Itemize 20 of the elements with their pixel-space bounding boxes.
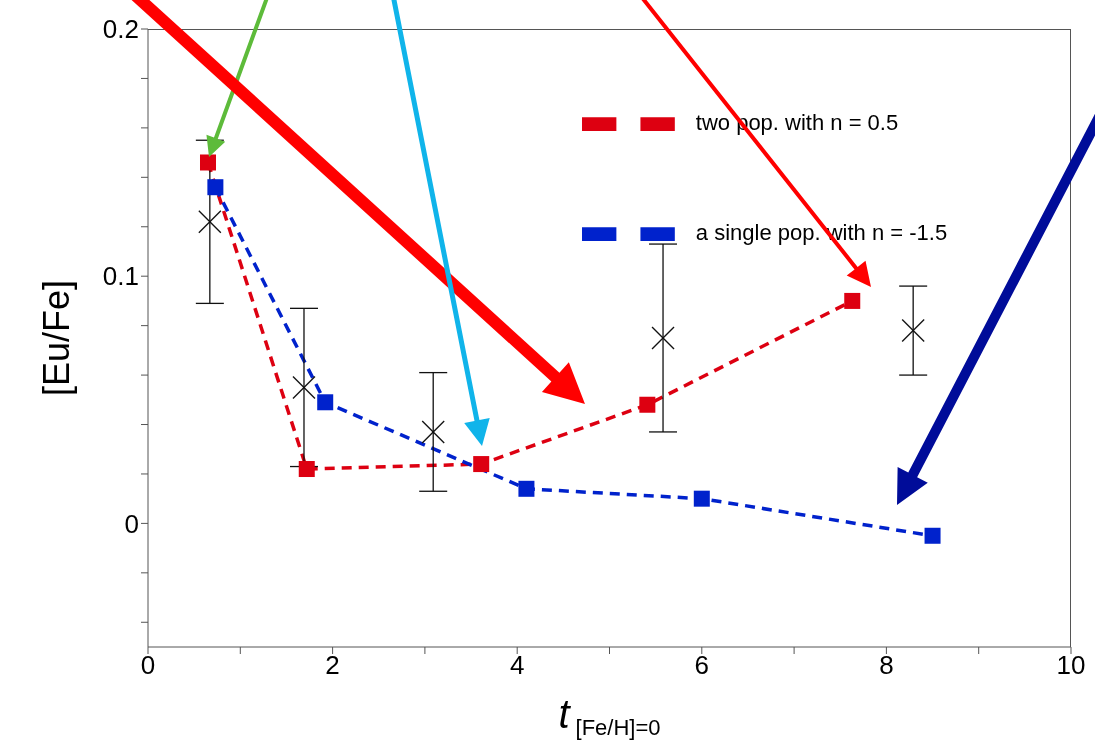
point (639, 396, 656, 413)
point (693, 490, 710, 507)
x-tick-label: 6 (694, 650, 710, 681)
x-tick-label: 10 (1056, 650, 1086, 681)
point (844, 292, 861, 309)
point (518, 480, 535, 497)
point (200, 154, 216, 171)
x-tick-label: 2 (325, 650, 340, 681)
y-tick-label: 0.2 (102, 14, 139, 45)
x-tick-label: 4 (509, 650, 525, 681)
x-axis-title: t$_{[Fe/H]=0}$ (558, 692, 661, 740)
y-axis-title: [Eu/Fe] (35, 279, 77, 397)
point (924, 527, 941, 544)
y-tick-label: 0 (124, 508, 139, 539)
x-tick-label: 8 (879, 650, 894, 681)
point (298, 461, 315, 478)
y-tick-label: 0.1 (102, 261, 139, 292)
point (317, 394, 334, 411)
point (473, 456, 490, 473)
point (207, 179, 224, 196)
